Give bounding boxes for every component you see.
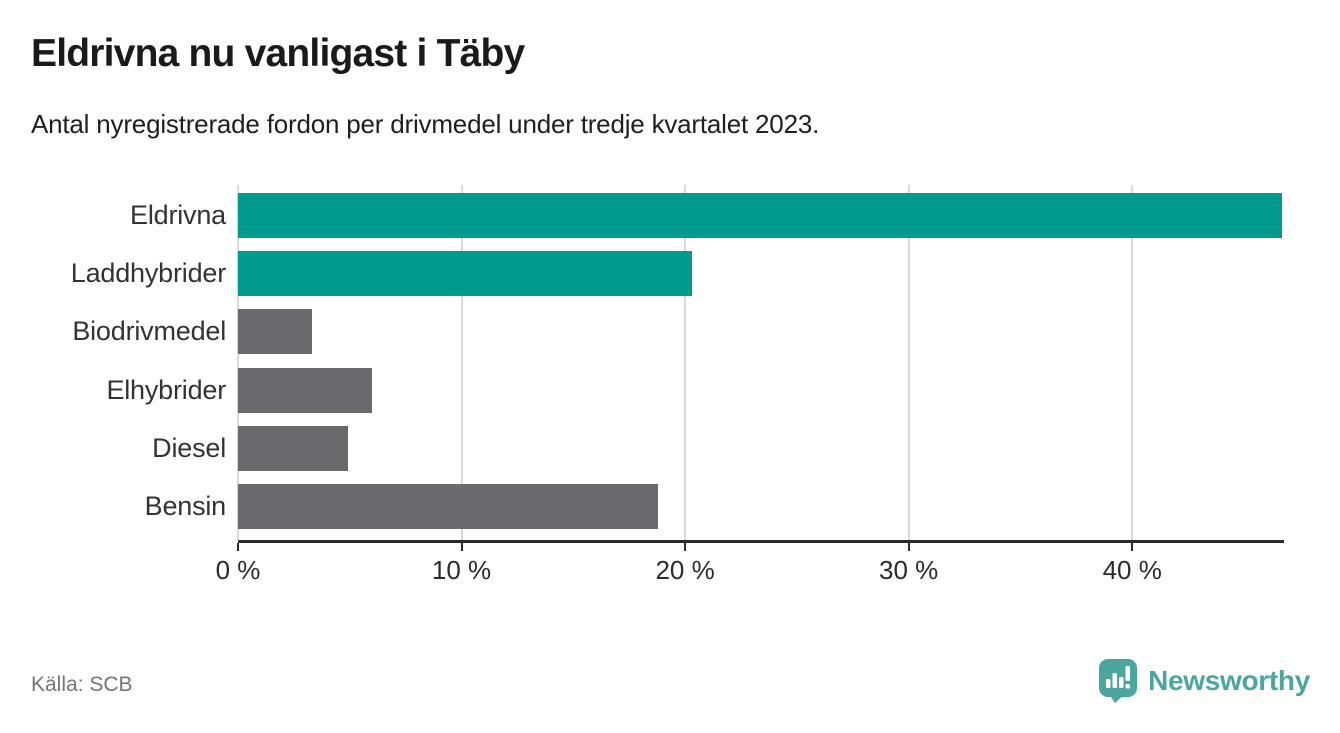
category-label: Elhybrider xyxy=(106,374,226,405)
page-title: Eldrivna nu vanligast i Täby xyxy=(31,32,525,75)
gridline xyxy=(1131,185,1134,540)
tick-mark xyxy=(237,543,239,551)
tick-label: 10 % xyxy=(431,555,492,585)
bar-track xyxy=(238,484,1282,530)
bar-row: Biodrivmedel xyxy=(0,303,1282,361)
category-label: Bensin xyxy=(144,491,227,522)
category-label: Biodrivmedel xyxy=(72,316,226,347)
category-label: Eldrivna xyxy=(130,199,226,230)
bar xyxy=(238,309,312,355)
tick-mark xyxy=(460,543,463,551)
tick-mark xyxy=(1131,543,1134,551)
bar-track xyxy=(238,309,1282,355)
bar xyxy=(238,367,373,413)
bar-track xyxy=(238,192,1282,238)
bar-row: Bensin xyxy=(0,478,1282,536)
gridline xyxy=(460,185,463,540)
brand-name: Newsworthy xyxy=(1148,664,1310,696)
bar-row: Diesel xyxy=(0,419,1282,477)
tick-label: 0 % xyxy=(215,555,261,585)
bar-row: Eldrivna xyxy=(0,186,1282,244)
gridline xyxy=(907,185,910,540)
bar-chart: Eldrivna Laddhybrider Biodrivmedel Elhybrid… xyxy=(0,186,1282,536)
x-axis-line xyxy=(238,540,1284,543)
bar-track xyxy=(238,425,1282,471)
tick-label: 30 % xyxy=(879,555,939,585)
bar xyxy=(238,425,348,471)
gridline xyxy=(684,185,687,540)
gridline xyxy=(237,185,239,540)
tick-mark xyxy=(907,543,910,551)
tick-label: 40 % xyxy=(1102,555,1162,585)
source-note: Källa: SCB xyxy=(31,673,133,696)
page-subtitle: Antal nyregistrerade fordon per drivmede… xyxy=(31,109,820,139)
bar xyxy=(238,484,659,530)
chart-gridlines xyxy=(237,185,1282,540)
bar-row: Elhybrider xyxy=(0,361,1282,419)
bar xyxy=(238,192,1282,238)
bar-track xyxy=(238,367,1282,413)
bar-track xyxy=(238,250,1282,296)
bar-row: Laddhybrider xyxy=(0,244,1282,302)
tick-mark xyxy=(684,543,687,551)
tick-label: 20 % xyxy=(655,555,715,585)
bar xyxy=(238,250,692,296)
category-label: Diesel xyxy=(152,432,226,463)
newsworthy-speech-bubble-chart-icon xyxy=(1098,658,1138,703)
category-label: Laddhybrider xyxy=(70,257,226,288)
x-axis-ticks: 0 % 10 % 20 % 30 % 40 % xyxy=(216,543,1282,585)
brand-logo: Newsworthy xyxy=(1098,658,1310,703)
